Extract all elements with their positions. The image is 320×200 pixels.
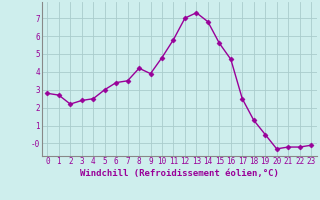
X-axis label: Windchill (Refroidissement éolien,°C): Windchill (Refroidissement éolien,°C) [80,169,279,178]
